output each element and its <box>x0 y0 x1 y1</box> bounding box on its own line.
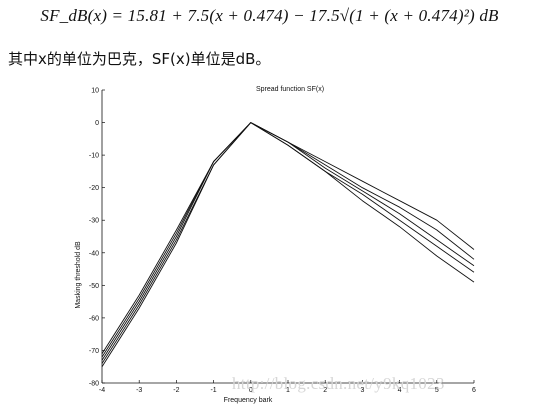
chart-title: Spread function SF(x) <box>256 86 324 93</box>
x-tick-label: -1 <box>210 387 216 394</box>
y-tick-label: 0 <box>95 120 99 127</box>
series-line-3 <box>101 122 475 361</box>
series-line-1 <box>101 122 475 354</box>
x-tick-label: 2 <box>323 387 327 394</box>
x-tick-label: 6 <box>472 387 476 394</box>
plot-axes <box>101 90 474 384</box>
y-tick-label: -20 <box>89 185 99 192</box>
spread-function-formula: SF_dB(x) = 15.81 + 7.5(x + 0.474) − 17.5… <box>40 6 499 25</box>
y-tick-label: -50 <box>89 283 99 290</box>
y-axis-label: Masking threshold dB <box>75 241 82 309</box>
spread-function-chart: Spread function SF(x) 100-10-20-30-40-50… <box>75 86 476 404</box>
series-line-4 <box>101 122 475 364</box>
x-axis-label: Frequency bark <box>224 397 273 404</box>
watermark: http://blog.csdn.net/y9kq1023 <box>232 374 445 393</box>
x-tick-label: 0 <box>249 387 253 394</box>
series-line-5 <box>101 122 475 367</box>
unit-caption: 其中x的单位为巴克，SF(x)单位是dB。 <box>8 50 271 68</box>
y-tick-label: -40 <box>89 250 99 257</box>
x-tick-label: -3 <box>136 387 142 394</box>
y-tick-label: -30 <box>89 218 99 225</box>
x-tick-label: 4 <box>398 387 402 394</box>
x-tick-label: -4 <box>99 387 105 394</box>
x-tick-label: 1 <box>286 387 290 394</box>
x-tick-label: 5 <box>435 387 439 394</box>
x-tick-label: -2 <box>173 387 179 394</box>
y-tick-label: 10 <box>91 88 99 95</box>
series-lines <box>101 122 475 367</box>
y-tick-label: -70 <box>89 348 99 355</box>
y-tick-label: -10 <box>89 153 99 160</box>
x-axis-ticks: -4 -3 -2 -1 0 1 2 3 4 5 6 <box>99 380 476 394</box>
y-tick-label: -60 <box>89 315 99 322</box>
y-axis-ticks: 10 0 -10 -20 -30 -40 -50 -60 -70 -80 <box>89 88 105 388</box>
y-tick-label: -80 <box>89 381 99 388</box>
x-tick-label: 3 <box>360 387 364 394</box>
series-line-2 <box>101 122 475 358</box>
